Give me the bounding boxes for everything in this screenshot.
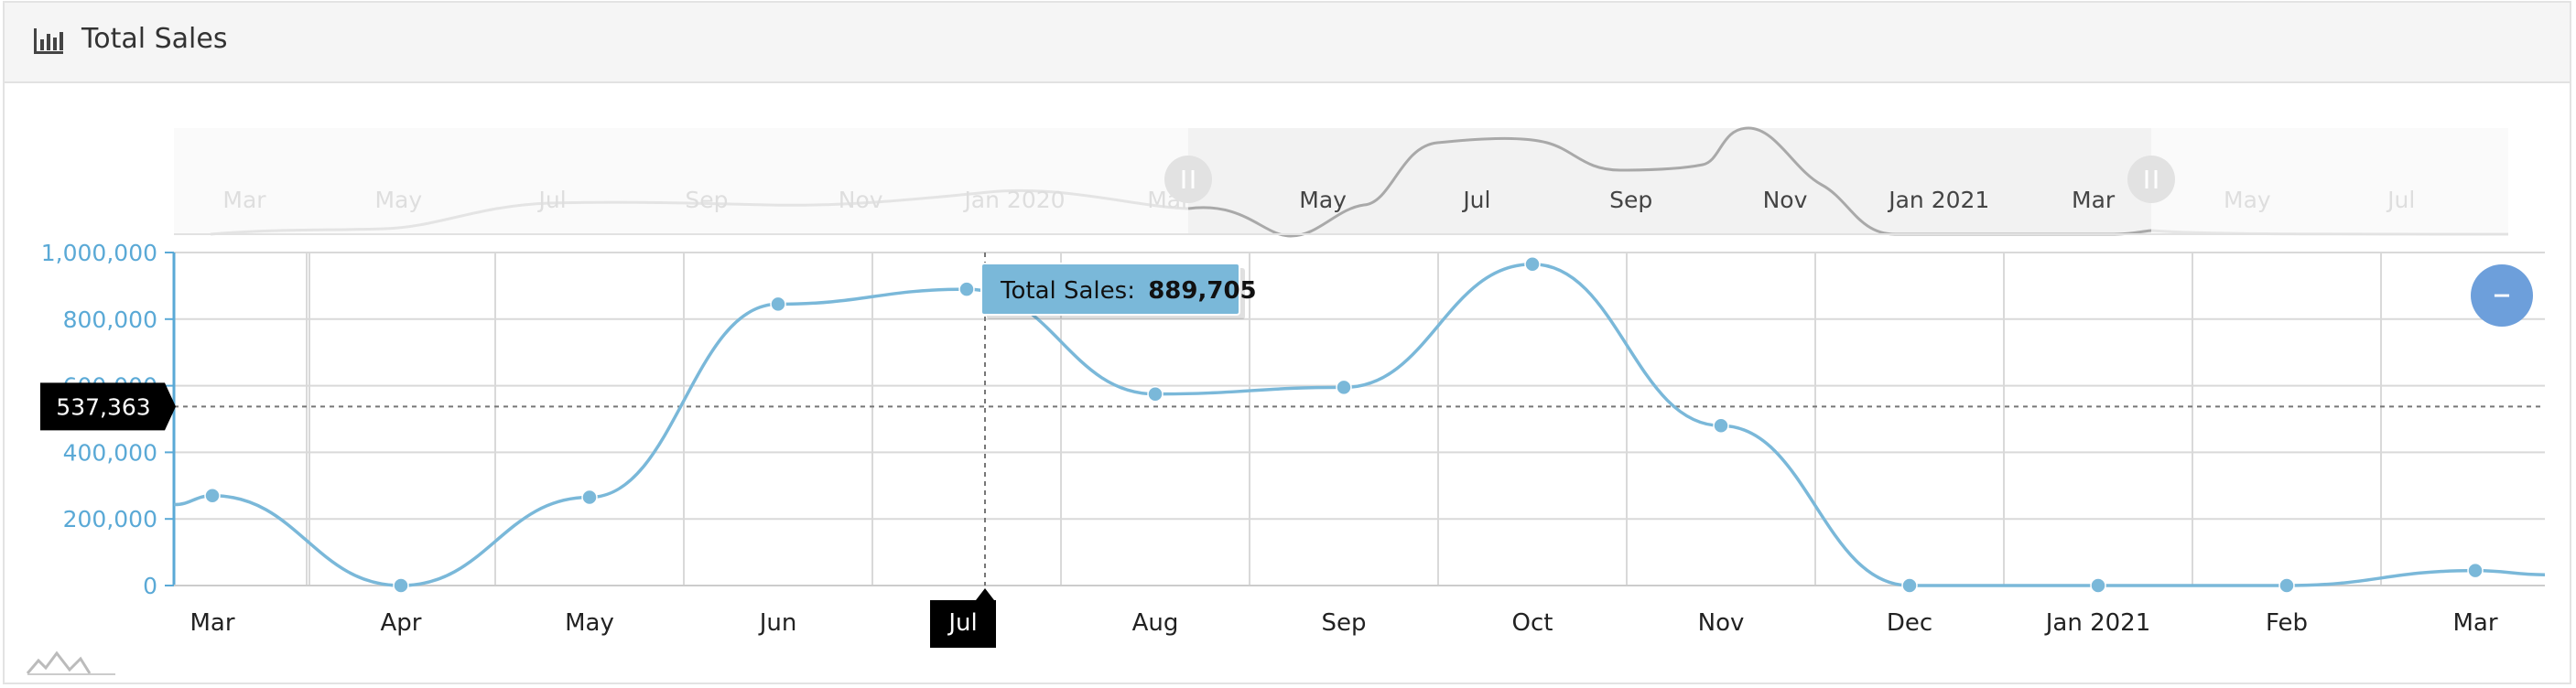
- data-point[interactable]: [1713, 417, 1729, 435]
- y-tick-label: 800,000: [63, 306, 157, 333]
- panel-header: Total Sales: [5, 3, 2570, 83]
- y-tick-label: 0: [143, 573, 157, 599]
- tooltip: Total Sales: 889,705: [980, 263, 1257, 319]
- navigator-tick-label: May: [374, 187, 422, 213]
- x-tick-label: May: [565, 609, 614, 637]
- navigator-tick-label: Mar: [222, 187, 266, 213]
- data-point[interactable]: [581, 489, 598, 506]
- sparkline-logo-icon: [26, 650, 115, 675]
- x-tick-label: Aug: [1132, 609, 1179, 637]
- svg-text:Total Sales: 889,705: Total Sales: 889,705: [1000, 277, 1257, 305]
- y-tick-label: 200,000: [63, 506, 157, 532]
- navigator-tick-label: Sep: [685, 187, 728, 213]
- data-point[interactable]: [770, 296, 786, 313]
- data-point[interactable]: [204, 487, 221, 504]
- y-tick-label: 1,000,000: [41, 240, 157, 266]
- svg-text:537,363: 537,363: [56, 393, 150, 420]
- data-point[interactable]: [393, 577, 409, 594]
- y-tick-label: 400,000: [63, 439, 157, 466]
- data-point[interactable]: [958, 281, 975, 297]
- data-point[interactable]: [1336, 379, 1352, 396]
- navigator-handle-left[interactable]: [1164, 156, 1212, 203]
- navigator-tick-label: Jul: [537, 187, 567, 213]
- navigator[interactable]: Mar May Jul Sep Nov Jan 2020 Mar May Jul Sep Nov Ja…: [174, 126, 2509, 238]
- bar-chart-icon: [34, 28, 63, 54]
- x-tick-label: Mar: [2452, 609, 2497, 637]
- navigator-handle-right[interactable]: [2127, 156, 2175, 203]
- navigator-selected-range[interactable]: [1188, 128, 2151, 234]
- navigator-tick-label: Nov: [1763, 187, 1808, 213]
- crosshair-y-label: 537,363: [40, 382, 176, 431]
- data-point[interactable]: [2278, 577, 2295, 594]
- navigator-tick-label: Jul: [1461, 187, 1490, 213]
- zoom-out-button[interactable]: –: [2471, 264, 2533, 327]
- x-tick-label: Jun: [758, 609, 797, 637]
- crosshair-x-label: Jul: [930, 588, 996, 648]
- x-tick-label: Oct: [1512, 609, 1553, 637]
- svg-text:Jul: Jul: [947, 609, 977, 637]
- grid: [174, 252, 2545, 586]
- x-tick-label: Sep: [1321, 609, 1366, 637]
- x-tick-label: Mar: [189, 609, 234, 637]
- tooltip-value: 889,705: [1148, 277, 1256, 305]
- data-point[interactable]: [1901, 577, 1918, 594]
- data-point[interactable]: [1147, 385, 1164, 403]
- navigator-tick-label: Jul: [2386, 187, 2415, 213]
- data-point[interactable]: [2467, 562, 2484, 579]
- x-tick-label: Apr: [381, 609, 422, 637]
- navigator-tick-label: Mar: [2072, 187, 2116, 213]
- x-tick-label: Nov: [1698, 609, 1745, 637]
- data-point[interactable]: [1524, 255, 1541, 273]
- x-tick-label: Jan 2021: [2044, 609, 2151, 637]
- navigator-tick-label: May: [2224, 187, 2271, 213]
- data-point[interactable]: [2090, 577, 2106, 594]
- navigator-tick-label: May: [1299, 187, 1347, 213]
- navigator-tick-label: Jan 2021: [1887, 187, 1989, 213]
- navigator-series-left: [210, 188, 1189, 236]
- total-sales-panel: Total Sales: [3, 1, 2571, 684]
- x-tick-label: Feb: [2266, 609, 2308, 637]
- tooltip-label: Total Sales:: [1000, 277, 1135, 305]
- x-tick-label: Dec: [1887, 609, 1932, 637]
- panel-title: Total Sales: [81, 23, 228, 55]
- series-line-total-sales: [173, 262, 2546, 587]
- navigator-tick-label: Nov: [839, 187, 883, 213]
- navigator-tick-label: Sep: [1609, 187, 1652, 213]
- navigator-tick-label: Jan 2020: [962, 187, 1065, 213]
- navigator-series-selected: [1187, 126, 2152, 238]
